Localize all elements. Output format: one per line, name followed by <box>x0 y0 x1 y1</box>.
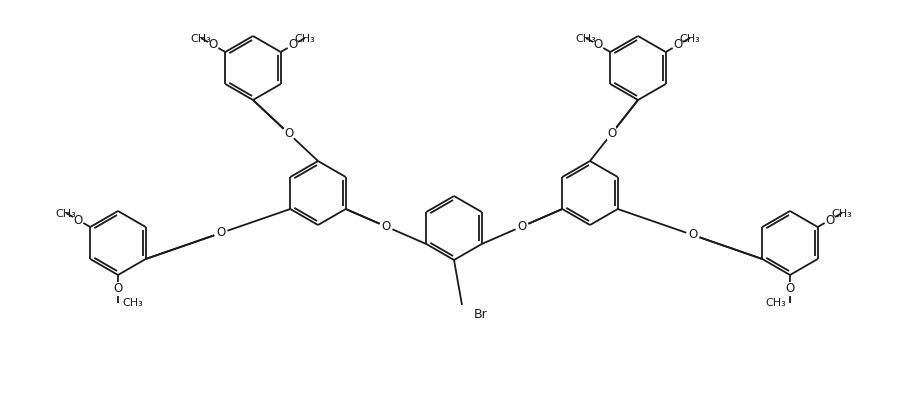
Text: O: O <box>594 39 603 51</box>
Text: O: O <box>114 283 123 295</box>
Text: O: O <box>284 127 293 140</box>
Text: O: O <box>673 39 683 51</box>
Text: O: O <box>381 220 390 233</box>
Text: Br: Br <box>474 308 488 322</box>
Text: CH₃: CH₃ <box>832 209 853 219</box>
Text: CH₃: CH₃ <box>55 209 76 219</box>
Text: O: O <box>518 220 527 233</box>
Text: O: O <box>688 228 697 242</box>
Text: CH₃: CH₃ <box>294 34 315 44</box>
Text: O: O <box>825 213 834 226</box>
Text: CH₃: CH₃ <box>679 34 700 44</box>
Text: O: O <box>209 39 218 51</box>
Text: CH₃: CH₃ <box>122 298 143 308</box>
Text: CH₃: CH₃ <box>765 298 786 308</box>
Text: O: O <box>288 39 298 51</box>
Text: O: O <box>74 213 83 226</box>
Text: O: O <box>216 226 225 240</box>
Text: O: O <box>607 127 617 140</box>
Text: CH₃: CH₃ <box>191 34 212 44</box>
Text: O: O <box>785 283 794 295</box>
Text: CH₃: CH₃ <box>576 34 597 44</box>
